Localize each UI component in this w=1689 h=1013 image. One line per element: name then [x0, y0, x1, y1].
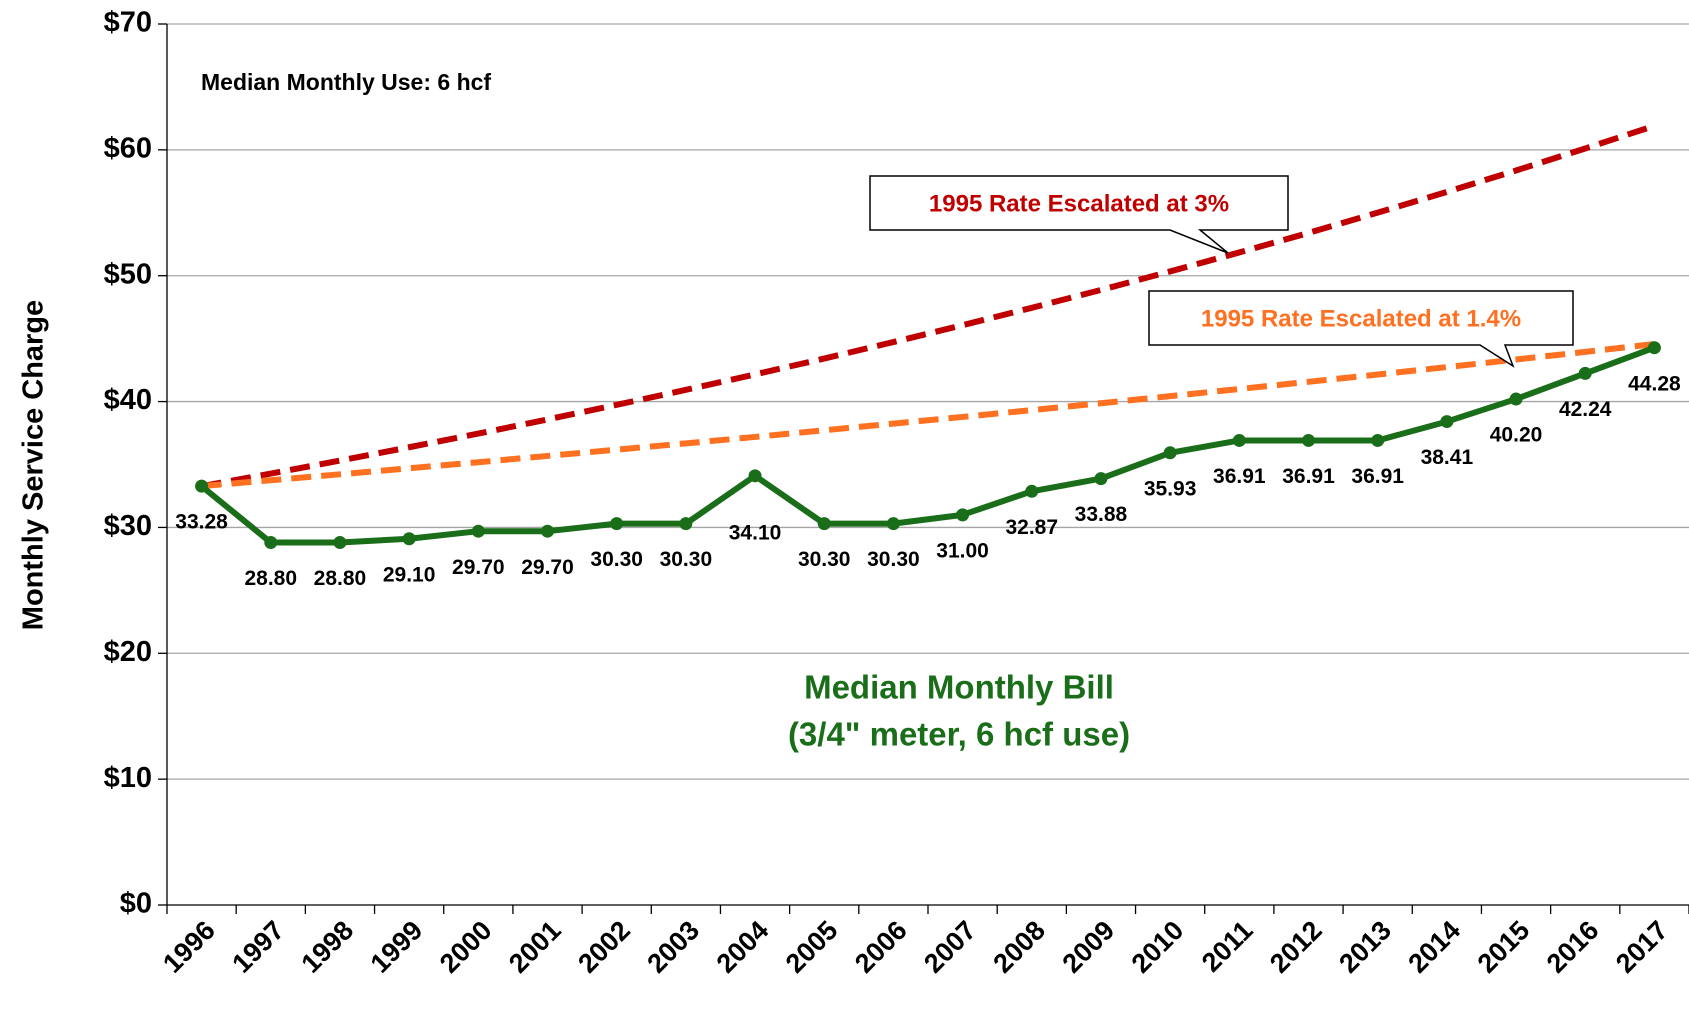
series-line	[199, 344, 1656, 546]
x-tick-label: 2014	[1402, 915, 1466, 979]
data-label: 33.28	[175, 511, 228, 534]
x-tick-label: 1999	[365, 915, 429, 979]
x-tick-label: 2000	[434, 915, 498, 979]
data-point	[1578, 366, 1592, 380]
data-point	[748, 469, 762, 483]
data-label: 32.87	[1005, 516, 1058, 539]
callout-box	[1148, 290, 1574, 368]
data-point	[886, 517, 900, 531]
x-tick-label: 1998	[296, 915, 360, 979]
data-label: 30.30	[590, 548, 643, 571]
data-label: 42.24	[1559, 398, 1612, 421]
callout-text: 1995 Rate Escalated at 1.4%	[1201, 305, 1521, 332]
x-tick-label: 2005	[780, 915, 844, 979]
data-point	[1647, 341, 1661, 355]
series-line	[201, 341, 1655, 490]
x-tick-label: 1997	[226, 915, 290, 979]
x-tick-label: 2007	[918, 915, 982, 979]
data-label: 30.30	[798, 548, 851, 571]
data-label: 38.41	[1421, 446, 1474, 469]
y-tick-label: $10	[104, 762, 152, 794]
x-tick-label: 2015	[1472, 915, 1536, 979]
y-tick-label: $60	[104, 133, 152, 165]
callout-text: 1995 Rate Escalated at 3%	[929, 190, 1229, 217]
data-point	[956, 508, 970, 522]
data-label: 36.91	[1282, 465, 1335, 488]
data-point	[1094, 472, 1108, 486]
data-point	[817, 517, 831, 531]
x-tick-label: 2011	[1196, 915, 1259, 978]
data-label: 30.30	[867, 548, 920, 571]
x-tick-label: 2010	[1126, 915, 1190, 979]
data-label: 36.91	[1351, 465, 1404, 488]
data-label: 29.70	[452, 556, 505, 579]
data-point	[1232, 433, 1246, 447]
x-tick-label: 2003	[641, 915, 705, 979]
data-label: 28.80	[314, 567, 367, 590]
data-label: 28.80	[244, 567, 297, 590]
x-tick-label: 2001	[503, 915, 567, 979]
data-point	[1163, 446, 1177, 460]
x-tick-label: 2008	[987, 915, 1051, 979]
x-tick-label: 2006	[849, 915, 913, 979]
series-line	[201, 122, 1656, 490]
y-tick-label: $20	[104, 636, 152, 668]
data-point	[264, 536, 278, 550]
x-tick-label: 2002	[572, 915, 636, 979]
data-label: 34.10	[729, 521, 782, 544]
data-label: 35.93	[1144, 477, 1197, 500]
y-tick-label: $30	[104, 510, 152, 542]
data-label: 44.28	[1628, 372, 1681, 395]
data-point	[679, 517, 693, 531]
data-label: 30.30	[660, 548, 713, 571]
data-label: 29.70	[521, 556, 574, 579]
data-point	[195, 479, 209, 493]
series-annotation: (3/4" meter, 6 hcf use)	[788, 716, 1130, 753]
x-tick-label: 2017	[1610, 915, 1674, 979]
data-label: 29.10	[383, 563, 436, 586]
y-tick-label: $0	[120, 888, 152, 920]
data-point	[610, 517, 624, 531]
x-tick-label: 2016	[1541, 915, 1605, 979]
data-point	[1302, 433, 1315, 447]
data-point	[1440, 415, 1454, 429]
y-tick-label: $40	[104, 384, 152, 416]
data-point	[541, 524, 554, 538]
data-point	[333, 536, 347, 550]
y-tick-label: $70	[104, 7, 152, 39]
data-label: 31.00	[936, 539, 989, 562]
series-annotation: Median Monthly Bill	[804, 669, 1114, 706]
data-point	[471, 524, 485, 538]
callout-box	[869, 175, 1289, 254]
data-point	[1025, 484, 1039, 498]
x-tick-label: 1996	[157, 915, 221, 979]
x-tick-label: 2009	[1057, 915, 1121, 979]
data-label: 36.91	[1213, 465, 1266, 488]
data-label: 33.88	[1075, 503, 1128, 526]
use-annotation: Median Monthly Use: 6 hcf	[201, 69, 491, 95]
x-tick-label: 2004	[711, 915, 775, 979]
y-axis-label: Monthly Service Charge	[18, 300, 50, 630]
y-tick-label: $50	[104, 258, 152, 290]
data-label: 40.20	[1490, 424, 1543, 447]
x-tick-label: 2013	[1333, 915, 1397, 979]
data-point	[1371, 433, 1385, 447]
x-tick-label: 2012	[1264, 915, 1328, 979]
data-point	[402, 532, 416, 546]
data-point	[1509, 392, 1523, 406]
